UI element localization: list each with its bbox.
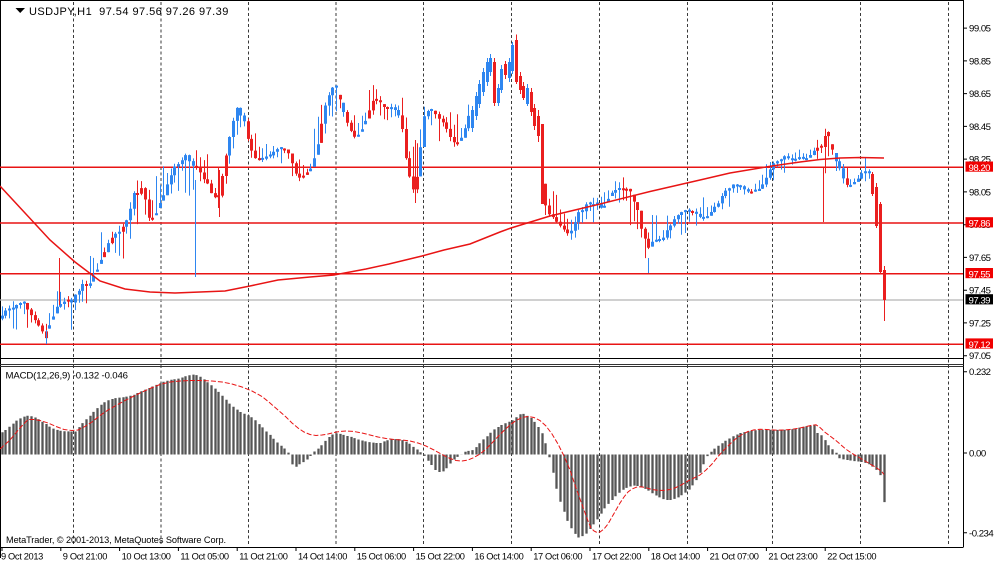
- svg-text:USDJPY,H1 97.54 97.56 97.26 9: USDJPY,H1 97.54 97.56 97.26 97.39: [29, 6, 229, 18]
- svg-text:22 Oct 15:00: 22 Oct 15:00: [827, 552, 876, 562]
- svg-text:98.05: 98.05: [969, 187, 991, 198]
- svg-text:98.65: 98.65: [969, 89, 991, 100]
- svg-text:98.45: 98.45: [969, 122, 991, 133]
- svg-text:98.85: 98.85: [969, 56, 991, 67]
- svg-text:97.45: 97.45: [969, 286, 991, 297]
- svg-text:15 Oct 06:00: 15 Oct 06:00: [357, 552, 406, 562]
- svg-text:14 Oct 14:00: 14 Oct 14:00: [298, 552, 347, 562]
- svg-text:10 Oct 13:00: 10 Oct 13:00: [122, 552, 171, 562]
- svg-text:11 Oct 05:00: 11 Oct 05:00: [180, 552, 229, 562]
- svg-text:98.20: 98.20: [969, 163, 991, 174]
- svg-text:17 Oct 06:00: 17 Oct 06:00: [533, 552, 582, 562]
- svg-text:97.25: 97.25: [969, 318, 991, 329]
- svg-text:9 Oct 21:00: 9 Oct 21:00: [63, 552, 107, 562]
- svg-text:18 Oct 14:00: 18 Oct 14:00: [651, 552, 700, 562]
- svg-text:97.55: 97.55: [969, 269, 991, 280]
- svg-text:11 Oct 21:00: 11 Oct 21:00: [239, 552, 288, 562]
- svg-text:99.05: 99.05: [969, 24, 991, 35]
- svg-text:21 Oct 23:00: 21 Oct 23:00: [768, 552, 817, 562]
- svg-text:17 Oct 22:00: 17 Oct 22:00: [592, 552, 641, 562]
- svg-text:98.25: 98.25: [969, 155, 991, 166]
- svg-text:97.39: 97.39: [969, 296, 991, 307]
- svg-text:21 Oct 07:00: 21 Oct 07:00: [710, 552, 759, 562]
- svg-text:MetaTrader, © 2001-2013, MetaQ: MetaTrader, © 2001-2013, MetaQuotes Soft…: [6, 535, 226, 545]
- svg-text:97.86: 97.86: [969, 219, 991, 230]
- svg-text:16 Oct 14:00: 16 Oct 14:00: [474, 552, 523, 562]
- svg-text:-0.234: -0.234: [969, 528, 994, 539]
- svg-text:15 Oct 22:00: 15 Oct 22:00: [416, 552, 465, 562]
- svg-text:0.00: 0.00: [969, 449, 986, 460]
- svg-text:97.12: 97.12: [969, 340, 991, 351]
- svg-text:MACD(12,26,9) -0.132 -0.046: MACD(12,26,9) -0.132 -0.046: [6, 371, 128, 382]
- svg-text:97.65: 97.65: [969, 253, 991, 264]
- svg-text:97.05: 97.05: [969, 351, 991, 362]
- svg-text:9 Oct 2013: 9 Oct 2013: [1, 552, 43, 562]
- svg-text:0.232: 0.232: [969, 367, 991, 378]
